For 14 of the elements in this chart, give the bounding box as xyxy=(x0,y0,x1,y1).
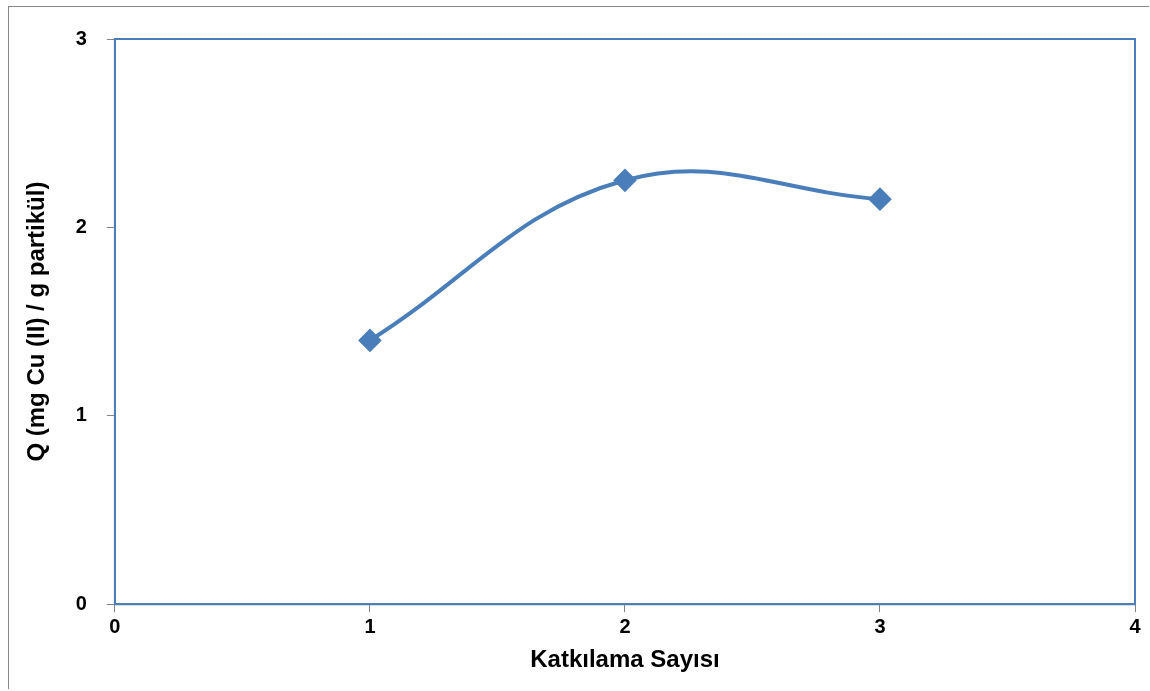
x-tick-label: 4 xyxy=(1129,614,1142,637)
point xyxy=(358,329,381,352)
point xyxy=(868,188,891,211)
y-tick-label: 2 xyxy=(75,214,87,237)
y-tick-label: 1 xyxy=(75,403,87,426)
x-tick-label: 2 xyxy=(619,614,631,637)
y-tick-label: 3 xyxy=(75,26,87,49)
y-axis-title: Q (mg Cu (II) / g partikül) xyxy=(22,181,50,462)
x-tick-label: 3 xyxy=(874,614,886,637)
y-tick-label: 0 xyxy=(75,591,87,614)
x-axis-title: Katkılama Sayısı xyxy=(530,645,720,673)
point xyxy=(613,169,636,192)
x-tick-label: 1 xyxy=(364,614,376,637)
x-tick-label: 0 xyxy=(109,614,121,637)
